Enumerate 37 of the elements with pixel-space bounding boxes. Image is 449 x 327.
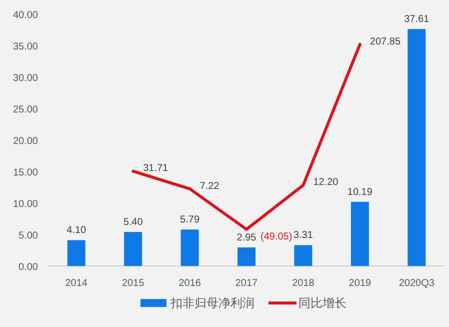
- bar: [238, 247, 256, 266]
- y-tick-label: 0.00: [18, 262, 38, 273]
- bar: [180, 230, 199, 266]
- legend-label: 同比增长: [298, 296, 346, 310]
- y-tick-label: 15.00: [12, 168, 38, 178]
- bar: [294, 245, 312, 266]
- y-tick-label: 5.00: [18, 230, 38, 242]
- data-label: 7.22: [200, 180, 220, 192]
- x-tick-label: 2014: [65, 278, 88, 289]
- y-tick-label: 25.00: [12, 104, 38, 116]
- data-label: 37.61: [404, 14, 430, 26]
- x-tick-label: 2018: [292, 278, 315, 289]
- data-label: 207.85: [370, 36, 401, 48]
- x-tick-label: 2020Q3: [398, 278, 435, 289]
- legend-label: 扣非归母净利润: [170, 296, 254, 310]
- bar: [67, 240, 86, 266]
- data-label: 5.79: [180, 214, 200, 226]
- y-tick-label: 20.00: [12, 136, 38, 147]
- y-tick-label: 40.00: [12, 10, 38, 21]
- data-label: 31.71: [143, 163, 169, 174]
- x-tick-label: 2015: [122, 278, 145, 289]
- bar: [350, 202, 369, 266]
- y-tick-label: 10.00: [12, 199, 38, 210]
- bar: [124, 232, 142, 266]
- data-label: (49.05): [260, 231, 292, 242]
- data-label: 10.19: [347, 186, 373, 198]
- data-label: 12.20: [313, 177, 339, 188]
- x-tick-label: 2017: [235, 278, 258, 289]
- data-label: 2.95: [236, 232, 257, 244]
- data-label: 5.40: [123, 216, 144, 228]
- y-tick-label: 35.00: [12, 42, 38, 52]
- data-label: 3.31: [293, 230, 314, 242]
- bar: [408, 29, 426, 266]
- x-tick-label: 2019: [348, 278, 372, 289]
- data-label: 4.10: [66, 225, 87, 236]
- x-tick-label: 2016: [178, 278, 202, 289]
- y-tick-label: 30.00: [12, 73, 38, 84]
